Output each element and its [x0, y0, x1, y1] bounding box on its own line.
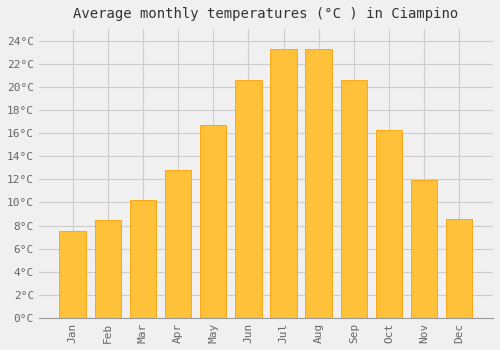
Bar — [446, 218, 472, 318]
Title: Average monthly temperatures (°C ) in Ciampino: Average monthly temperatures (°C ) in Ci… — [74, 7, 458, 21]
Bar — [306, 49, 332, 318]
Bar — [165, 170, 191, 318]
Bar — [340, 80, 367, 318]
Bar — [130, 200, 156, 318]
Bar — [411, 181, 438, 318]
Bar — [270, 49, 296, 318]
Bar — [376, 130, 402, 318]
Bar — [60, 231, 86, 318]
Bar — [94, 220, 121, 318]
Bar — [235, 80, 262, 318]
Bar — [200, 125, 226, 318]
